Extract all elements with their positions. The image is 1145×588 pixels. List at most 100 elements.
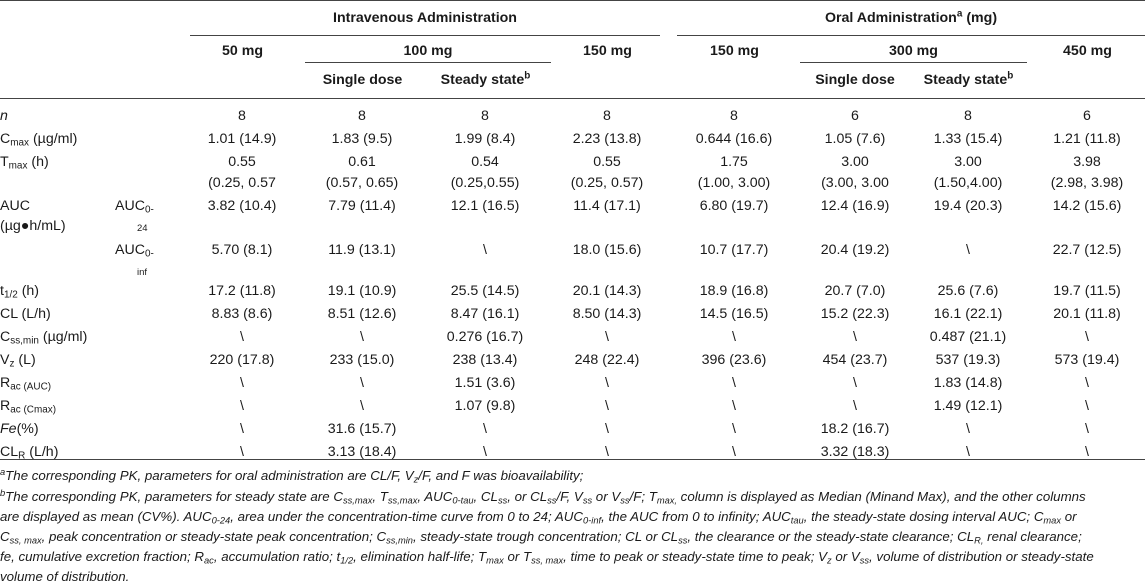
table-cell: 20.7 (7.0) [824,283,886,299]
table-cell: \ [483,444,487,460]
table-cell-range: (1.50,4.00) [933,175,1003,191]
table-cell: 14.2 (15.6) [1052,198,1122,214]
table-cell: 3.13 (18.4) [327,444,397,460]
table-cell: \ [605,329,609,345]
table-cell: \ [732,375,736,391]
table-cell: 19.7 (11.5) [1053,283,1121,299]
table-cell: 537 (19.3) [935,352,1001,368]
table-cell: \ [605,444,609,460]
table-cell: 16.1 (22.1) [933,306,1003,322]
oral-150mg-header: 150 mg [710,43,759,59]
table-cell: \ [360,375,364,391]
footnote-b-line3: Css, max, peak concentration or steady-s… [0,529,1082,546]
table-cell: 396 (23.6) [701,352,767,368]
table-cell: 8.47 (16.1) [450,306,520,322]
table-cell-range: (1.00, 3.00) [697,175,771,191]
iv-100mg-rule [305,62,551,63]
table-cell: 3.00 [841,154,869,170]
oral-title: Oral Administrationa (mg) [824,8,998,26]
table-cell: 31.6 (15.7) [327,421,397,437]
table-cell: 1.07 (9.8) [454,398,516,414]
table-cell: 20.4 (19.2) [820,242,890,258]
table-cell-range: (2.98, 3.98) [1050,175,1124,191]
table-cell: \ [732,444,736,460]
table-cell: 0.54 [471,154,499,170]
table-cell: 1.01 (14.9) [207,131,277,147]
row-label: Vz (L) [0,352,36,370]
table-cell: 11.9 (13.1) [328,242,396,258]
table-cell: 1.75 [720,154,748,170]
table-cell: 0.55 [228,154,256,170]
oral-single-dose-header: Single dose [815,72,895,88]
footnote-a: aThe corresponding PK, parameters for or… [0,466,584,485]
row-label: Rac (Cmax) [0,398,57,416]
table-cell: 1.99 (8.4) [454,131,516,147]
table-cell: 3.98 [1073,154,1101,170]
row-sublabel: AUC0- [115,242,154,260]
table-cell: 8.50 (14.3) [572,306,642,322]
table-cell: 6 [1083,108,1091,124]
table-cell: 1.21 (11.8) [1053,131,1121,147]
table-cell: \ [966,421,970,437]
table-cell: 8 [964,108,972,124]
header-bottom-rule [0,98,1145,99]
table-cell: \ [1085,375,1089,391]
table-cell: 3.32 (18.3) [820,444,890,460]
row-label: AUC [0,198,30,214]
table-cell-range: (0.25, 0.57) [570,175,644,191]
table-cell: 0.487 (21.1) [929,329,1007,345]
table-cell: \ [360,398,364,414]
row-sublabel: AUC0- [115,198,154,216]
table-cell: 18.9 (16.8) [699,283,769,299]
table-cell: 1.33 (15.4) [933,131,1003,147]
table-cell: 238 (13.4) [452,352,518,368]
footnote-b-line2: are displayed as mean (CV%). AUC0-24, ar… [0,509,1077,526]
table-cell: 22.7 (12.5) [1052,242,1122,258]
table-cell: 3.82 (10.4) [207,198,277,214]
table-cell: 8.83 (8.6) [211,306,273,322]
table-cell: 3.00 [954,154,982,170]
row-label: Css,min (µg/ml) [0,329,88,347]
table-cell: \ [483,421,487,437]
row-label: Tmax (h) [0,154,49,172]
table-cell: 454 (23.7) [822,352,888,368]
table-cell: 25.6 (7.6) [937,283,999,299]
table-cell: \ [240,329,244,345]
table-cell: 18.0 (15.6) [572,242,642,258]
table-cell: \ [1085,398,1089,414]
oral-300mg-header: 300 mg [889,43,938,59]
row-label: CLR (L/h) [0,444,59,462]
table-cell: \ [605,375,609,391]
table-cell: 15.2 (22.3) [820,306,890,322]
table-cell-range: (3.00, 3.00 [821,175,889,191]
table-cell: \ [853,375,857,391]
table-cell: 5.70 (8.1) [211,242,273,258]
row-label: Fe(%) [0,421,39,437]
iv-single-dose-header: Single dose [322,72,403,88]
table-bottom-rule [0,459,1145,460]
table-cell: 0.55 [593,154,621,170]
row-sublabel-tail: 24 [137,223,148,234]
table-cell: 1.05 (7.6) [824,131,886,147]
footnote-b-line5: volume of distribution. [0,569,130,584]
iv-50mg-header: 50 mg [221,43,263,59]
table-cell: \ [732,421,736,437]
table-cell: \ [966,242,970,258]
row-label: n [0,108,8,124]
footnote-b: bThe corresponding PK, parameters for st… [0,487,1086,506]
table-cell: 0.644 (16.6) [695,131,773,147]
table-cell: 1.83 (14.8) [933,375,1003,391]
table-cell: 7.79 (11.4) [328,198,396,214]
table-cell: 12.1 (16.5) [450,198,520,214]
table-cell: \ [240,421,244,437]
row-label: Cmax (µg/ml) [0,131,78,149]
table-cell: 2.23 (13.8) [572,131,642,147]
iv-group-rule [190,35,660,36]
table-cell-range: (0.25, 0.57 [208,175,276,191]
table-cell: \ [605,398,609,414]
table-cell: \ [605,421,609,437]
footnote-b-line4: fe, cumulative excretion fraction; Rac, … [0,549,1094,566]
table-cell: 18.2 (16.7) [820,421,890,437]
oral-steady-state-header: Steady stateb [923,70,1014,88]
